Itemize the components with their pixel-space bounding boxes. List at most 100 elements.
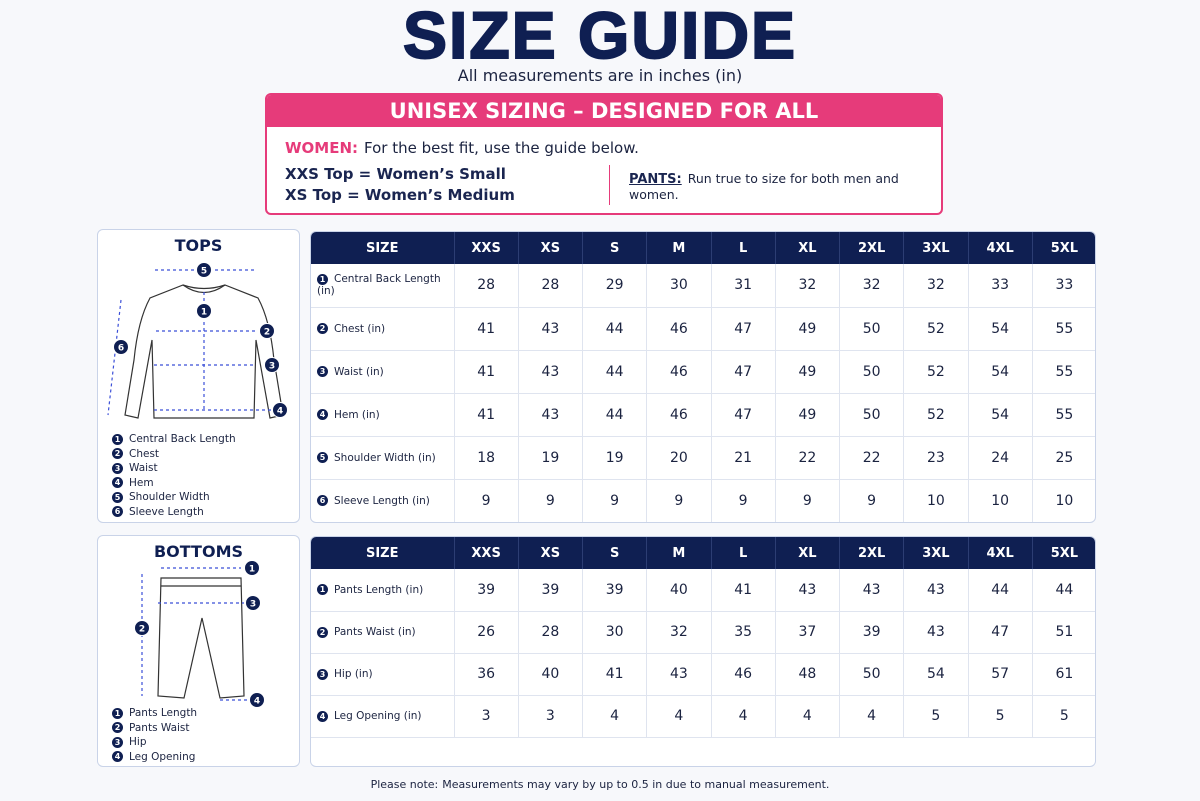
value-cell: 21: [711, 436, 776, 480]
row-label: 4 Leg Opening (in): [311, 695, 455, 738]
value-cell: 46: [646, 350, 712, 394]
value-cell: 46: [646, 307, 712, 351]
value-cell: 39: [582, 569, 648, 612]
header-row: SIZE XXS XS S M L XL 2XL 3XL 4XL 5XL: [311, 232, 1095, 264]
row-label: 4 Hem (in): [311, 393, 455, 437]
value-cell: 5: [1032, 695, 1095, 738]
fit-line: XS Top = Women’s Medium: [285, 186, 515, 204]
marker: [245, 595, 261, 611]
legend-number: 6: [112, 506, 123, 517]
marker: [244, 560, 260, 576]
value-cell: 49: [775, 350, 841, 394]
panel-title: BOTTOMS: [153, 542, 244, 561]
legend-number: 5: [112, 491, 123, 503]
value-cell: 52: [903, 350, 969, 394]
value-cell: 26: [454, 611, 519, 654]
value-cell: 22: [839, 436, 905, 480]
value-cell: 39: [454, 569, 519, 612]
value-cell: 31: [711, 264, 776, 308]
value-cell: 57: [968, 653, 1033, 696]
row-label: 2 Chest (in): [311, 307, 455, 351]
value-cell: 33: [1032, 264, 1095, 308]
legend-label: Hem: [129, 476, 154, 489]
legend-item: 5 Shoulder Width: [112, 491, 210, 503]
value-cell: 50: [839, 393, 905, 437]
value-cell: 5: [903, 695, 969, 738]
value-cell: 18: [454, 436, 519, 480]
value-cell: 47: [968, 611, 1033, 654]
footer-label: Please note:: [370, 778, 439, 791]
header-cell: 4XL: [968, 537, 1033, 569]
panel-title: TOPS: [174, 236, 223, 255]
women-label: WOMEN:: [285, 139, 359, 157]
legend-number: 4: [112, 751, 123, 762]
table-row: 3 Waist (in) 41 43 44 46 47 49 50 52 54 55: [311, 350, 1095, 394]
value-cell: 41: [454, 393, 519, 437]
pants-text: Run true to size for both men and women.: [629, 171, 899, 202]
value-cell: 54: [968, 307, 1033, 351]
marker-number: 6: [118, 344, 124, 354]
value-cell: 41: [711, 569, 776, 612]
value-cell: 32: [646, 611, 712, 654]
value-cell: 40: [646, 569, 712, 612]
header-cell: S: [582, 537, 648, 569]
legend-label: Sleeve Length: [129, 505, 204, 518]
row-number: 2: [317, 323, 328, 334]
marker-number: 3: [269, 362, 275, 372]
value-cell: 19: [518, 436, 584, 480]
legend-item: 4 Hem: [112, 477, 154, 489]
legend-item: 1 Pants Length: [112, 707, 197, 719]
value-cell: 10: [1032, 479, 1095, 522]
value-cell: 50: [839, 653, 905, 696]
table-row: 6 Sleeve Length (in) 9 9 9 9 9 9 9 10 10 10: [311, 479, 1095, 522]
row-number: 4: [317, 710, 328, 722]
header-cell: 2XL: [839, 537, 905, 569]
value-cell: 47: [711, 350, 776, 394]
table-row: 4 Hem (in) 41 43 44 46 47 49 50 52 54 55: [311, 393, 1095, 437]
legend-label: Chest: [129, 447, 160, 460]
value-cell: 9: [839, 479, 905, 522]
marker: [134, 620, 150, 636]
tops-table: SIZE XXS XS S M L XL 2XL 3XL 4XL 5XL 1 Central Back …: [310, 231, 1096, 523]
size-table: SIZE XXS XS S M L XL 2XL 3XL 4XL 5XL 1 Central Back …: [311, 232, 1095, 522]
value-cell: 47: [711, 307, 776, 351]
value-cell: 39: [839, 611, 905, 654]
marker-number: 3: [250, 600, 256, 610]
row-label: 6 Sleeve Length (in): [311, 479, 455, 522]
row-label-text: Pants Length (in): [334, 583, 424, 596]
row-number: 2: [317, 626, 328, 638]
legend-number: 4: [112, 477, 123, 488]
value-cell: 28: [454, 264, 519, 308]
value-cell: 48: [775, 653, 841, 696]
value-cell: 41: [454, 350, 519, 394]
row-label-text: Hem (in): [334, 408, 380, 421]
row-label-text: Leg Opening (in): [334, 710, 422, 722]
value-cell: 30: [646, 264, 712, 308]
header-cell: M: [646, 537, 712, 569]
banner-title: UNISEX SIZING – DESIGNED FOR ALL: [267, 95, 941, 127]
bottoms-table: SIZE XXS XS S M L XL 2XL 3XL 4XL 5XL 1 Pants Length …: [310, 536, 1096, 767]
marker-number: 4: [277, 407, 283, 417]
header-cell: L: [711, 537, 776, 569]
value-cell: 22: [775, 436, 841, 480]
value-cell: 43: [646, 653, 712, 696]
legend-number: 3: [112, 736, 123, 748]
row-number: 3: [317, 668, 328, 680]
value-cell: 49: [775, 307, 841, 351]
value-cell: 54: [968, 393, 1033, 437]
header-cell: 4XL: [968, 232, 1033, 264]
row-label-text: Central Back Length (in): [317, 273, 441, 298]
table-row: 2 Pants Waist (in) 26 28 30 32 35 37 39 43 47 51: [311, 611, 1095, 654]
value-cell: 9: [518, 479, 584, 522]
legend-label: Leg Opening: [129, 750, 196, 763]
value-cell: 52: [903, 393, 969, 437]
header-cell: SIZE: [311, 232, 455, 264]
header-cell: XS: [518, 232, 584, 264]
value-cell: 51: [1032, 611, 1095, 654]
value-cell: 43: [518, 393, 584, 437]
legend-item: 3 Waist: [112, 462, 158, 474]
row-label: 2 Pants Waist (in): [311, 611, 455, 654]
value-cell: 50: [839, 350, 905, 394]
value-cell: 3: [454, 695, 519, 738]
value-cell: 54: [968, 350, 1033, 394]
